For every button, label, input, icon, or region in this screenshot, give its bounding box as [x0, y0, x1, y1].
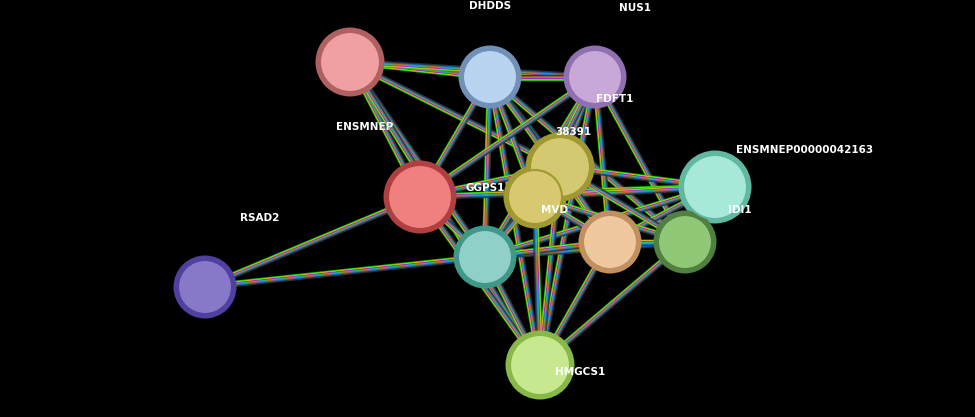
Text: RSAD2: RSAD2 — [240, 213, 280, 223]
Text: ENSMNEP: ENSMNEP — [336, 122, 394, 132]
Circle shape — [178, 260, 232, 314]
Circle shape — [505, 331, 574, 399]
Circle shape — [463, 50, 517, 104]
Circle shape — [530, 137, 590, 197]
Circle shape — [683, 155, 747, 219]
Circle shape — [653, 211, 717, 274]
Text: 38391: 38391 — [555, 127, 591, 137]
Circle shape — [458, 45, 522, 108]
Text: MVD: MVD — [541, 205, 568, 215]
Circle shape — [503, 166, 566, 229]
Circle shape — [320, 32, 380, 92]
Circle shape — [510, 335, 570, 395]
Circle shape — [316, 28, 384, 96]
Text: HMGCS1: HMGCS1 — [555, 367, 605, 377]
Circle shape — [383, 161, 456, 234]
Text: NUS1: NUS1 — [619, 3, 651, 13]
Circle shape — [679, 151, 752, 224]
Circle shape — [508, 170, 562, 224]
Circle shape — [583, 215, 637, 269]
Text: GGPS1: GGPS1 — [465, 183, 505, 193]
Circle shape — [658, 215, 712, 269]
Circle shape — [453, 226, 517, 289]
Circle shape — [578, 211, 642, 274]
Circle shape — [458, 230, 512, 284]
Text: ENSMNEP00000042163: ENSMNEP00000042163 — [736, 145, 874, 155]
Circle shape — [526, 133, 595, 201]
Text: FDFT1: FDFT1 — [597, 94, 634, 104]
Circle shape — [564, 45, 627, 108]
Circle shape — [174, 256, 237, 319]
Circle shape — [568, 50, 622, 104]
Circle shape — [388, 165, 452, 229]
Text: IDI1: IDI1 — [728, 205, 752, 215]
Text: DHDDS: DHDDS — [469, 1, 511, 11]
